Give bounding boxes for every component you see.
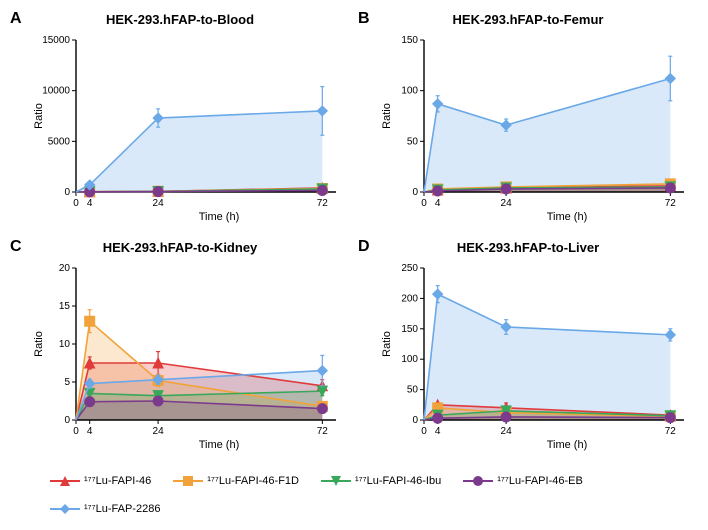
legend-label: ¹⁷⁷Lu-FAPI-46-Ibu [355,475,441,487]
svg-text:72: 72 [665,198,677,209]
svg-text:4: 4 [87,426,93,437]
svg-text:Ratio: Ratio [381,103,393,129]
legend-item: ¹⁷⁷Lu-FAPI-46-Ibu [321,474,441,488]
svg-text:4: 4 [435,426,441,437]
svg-text:5: 5 [64,377,70,388]
svg-text:200: 200 [401,293,418,304]
svg-text:150: 150 [401,324,418,335]
legend-item: ¹⁷⁷Lu-FAPI-46-F1D [173,474,299,488]
svg-text:0: 0 [412,187,418,198]
chart-B: 050100150Ratio042472Time (h) [378,34,692,226]
svg-text:0: 0 [73,426,79,437]
svg-text:24: 24 [501,426,513,437]
chart-C: 05101520Ratio042472Time (h) [30,262,344,454]
legend-label: ¹⁷⁷Lu-FAPI-46 [84,475,151,487]
svg-text:20: 20 [59,263,71,274]
panel-title: HEK-293.hFAP-to-Femur [358,12,698,27]
svg-text:Ratio: Ratio [381,331,393,357]
svg-text:24: 24 [153,198,165,209]
svg-text:24: 24 [153,426,165,437]
svg-text:0: 0 [421,426,427,437]
legend-label: ¹⁷⁷Lu-FAPI-46-F1D [207,475,299,487]
svg-text:10: 10 [59,339,71,350]
legend-swatch [321,474,351,488]
panel-C: C HEK-293.hFAP-to-Kidney 05101520Ratio04… [10,238,350,458]
panel-letter: A [10,10,22,28]
panel-letter: D [358,238,370,256]
legend-item: ¹⁷⁷Lu-FAPI-46-EB [463,474,583,488]
panel-letter: C [10,238,22,256]
svg-text:Time (h): Time (h) [199,439,240,451]
legend-label: ¹⁷⁷Lu-FAP-2286 [84,503,160,515]
svg-text:0: 0 [64,415,70,426]
svg-text:100: 100 [401,354,418,365]
svg-text:4: 4 [435,198,441,209]
legend-swatch [50,474,80,488]
panel-title: HEK-293.hFAP-to-Liver [358,240,698,255]
legend-swatch [173,474,203,488]
legend-swatch [50,502,80,516]
panel-B: B HEK-293.hFAP-to-Femur 050100150Ratio04… [358,10,698,230]
svg-text:Time (h): Time (h) [547,211,588,223]
svg-text:0: 0 [64,187,70,198]
legend-item: ¹⁷⁷Lu-FAP-2286 [50,502,160,516]
svg-text:50: 50 [407,136,419,147]
chart-A: 050001000015000Ratio042472Time (h) [30,34,344,226]
svg-text:Time (h): Time (h) [199,211,240,223]
svg-text:0: 0 [421,198,427,209]
svg-text:10000: 10000 [42,86,70,97]
panel-A: A HEK-293.hFAP-to-Blood 0 5000 10000 15000 R… [10,10,350,230]
legend-label: ¹⁷⁷Lu-FAPI-46-EB [497,475,583,487]
svg-text:150: 150 [401,35,418,46]
svg-text:Ratio: Ratio [33,331,45,357]
panel-title: HEK-293.hFAP-to-Blood [10,12,350,27]
panel-grid: A HEK-293.hFAP-to-Blood 050001000015000R… [10,10,698,520]
svg-text:0: 0 [412,415,418,426]
chart-D: 050100150200250Ratio042472Time (h) [378,262,692,454]
legend-swatch [463,474,493,488]
svg-text:15: 15 [59,301,71,312]
svg-text:72: 72 [317,426,329,437]
panel-D: D HEK-293.hFAP-to-Liver 0 50 100 150 200 250 R… [358,238,698,458]
legend-item: ¹⁷⁷Lu-FAPI-46 [50,474,151,488]
panel-title: HEK-293.hFAP-to-Kidney [10,240,350,255]
svg-text:250: 250 [401,263,418,274]
svg-text:15000: 15000 [42,35,70,46]
svg-text:72: 72 [665,426,677,437]
svg-text:4: 4 [87,198,93,209]
panel-letter: B [358,10,370,28]
svg-text:100: 100 [401,86,418,97]
svg-text:50: 50 [407,385,419,396]
svg-text:5000: 5000 [48,136,71,147]
svg-text:Time (h): Time (h) [547,439,588,451]
svg-text:Ratio: Ratio [33,103,45,129]
legend: ¹⁷⁷Lu-FAPI-46 ¹⁷⁷Lu-FAPI-46-F1D ¹⁷⁷Lu-FAPI… [10,466,698,520]
svg-text:24: 24 [501,198,513,209]
svg-text:0: 0 [73,198,79,209]
svg-text:72: 72 [317,198,329,209]
